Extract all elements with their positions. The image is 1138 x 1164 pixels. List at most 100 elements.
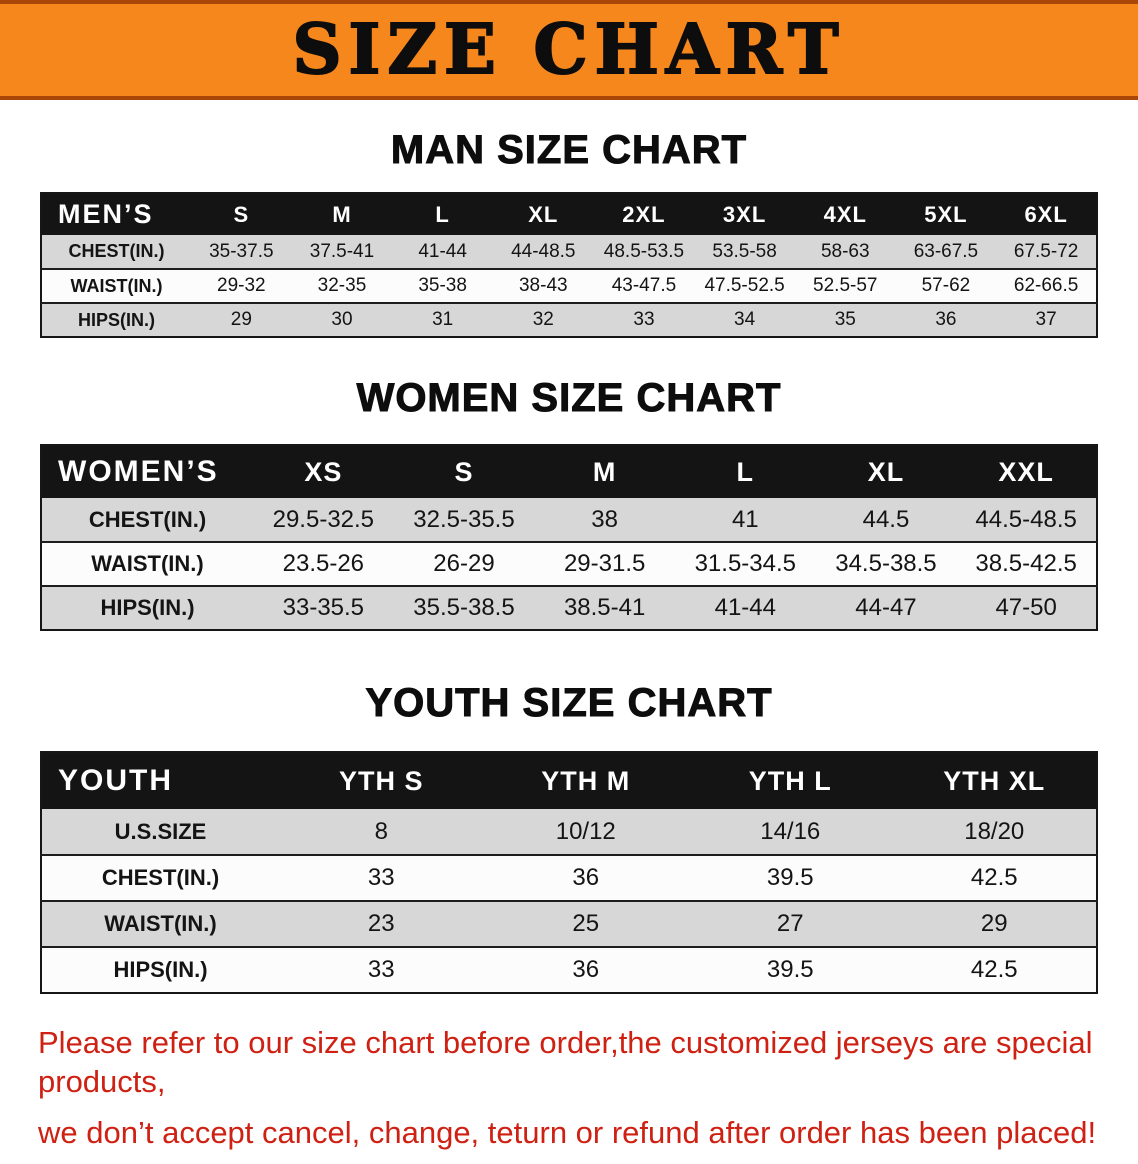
table-row: HIPS(IN.) 33-35.5 35.5-38.5 38.5-41 41-44 44-… [41, 586, 1097, 630]
size-column-header: M [592, 456, 617, 487]
size-column-header: YTH XL [943, 765, 1046, 796]
size-value-cell: 34.5-38.5 [835, 550, 937, 577]
row-label: HIPS(IN.) [77, 309, 155, 330]
size-value-cell: 43-47.5 [611, 275, 677, 296]
youth-size-table: YOUTH YTH S YTH M YTH L YTH XL U.S.SIZE 8 10/12… [40, 751, 1098, 994]
size-value-cell: 38-43 [518, 275, 568, 296]
size-value-cell: 29-31.5 [563, 550, 646, 577]
table-row: WAIST(IN.) 29-32 32-35 35-38 38-43 43-47.5 47.… [41, 269, 1097, 303]
size-value-cell: 35 [834, 309, 856, 330]
table-row: U.S.SIZE 8 10/12 14/16 18/20 [41, 809, 1097, 855]
page-title: SIZE CHART [291, 10, 846, 90]
size-value-cell: 48.5-53.5 [603, 240, 685, 262]
disclaimer-line-2: we don’t accept cancel, change, teturn o… [38, 1114, 1097, 1150]
size-value-cell: 29-32 [217, 275, 266, 296]
size-value-cell: 32-35 [317, 275, 367, 296]
size-column-header: L [736, 456, 755, 487]
size-value-cell: 29 [980, 910, 1008, 937]
size-value-cell: 35.5-38.5 [413, 594, 515, 621]
size-column-header: 2XL [622, 201, 666, 227]
table-row: HIPS(IN.) 29 30 31 32 33 34 35 36 37 [41, 303, 1097, 337]
table-row: WAIST(IN.) 23 25 27 29 [41, 901, 1097, 947]
women-size-table: WOMEN’S XS S M L XL XXL CHEST(IN.) 29.5-32.5 32.5… [40, 444, 1098, 631]
size-column-header: 4XL [823, 201, 867, 227]
size-value-cell: 34 [734, 309, 756, 330]
size-value-cell: 32 [532, 309, 554, 330]
size-value-cell: 23.5-26 [282, 550, 365, 577]
size-value-cell: 25 [572, 910, 600, 937]
table-row: HIPS(IN.) 33 36 39.5 42.5 [41, 947, 1097, 993]
size-value-cell: 29 [230, 309, 252, 330]
size-value-cell: 26-29 [433, 550, 495, 577]
size-column-header: YTH M [541, 765, 631, 796]
size-value-cell: 53.5-58 [712, 240, 777, 262]
size-value-cell: 29.5-32.5 [272, 505, 375, 533]
row-label: WAIST(IN.) [104, 911, 217, 936]
size-value-cell: 33 [633, 309, 655, 330]
size-value-cell: 44-48.5 [511, 240, 576, 262]
size-column-header: XS [304, 456, 343, 487]
size-value-cell: 31.5-34.5 [694, 550, 796, 577]
table-header-row: YOUTH YTH S YTH M YTH L YTH XL [41, 752, 1097, 809]
men-size-table: MEN’S S M L XL 2XL 3XL 4XL 5XL 6XL CHEST(IN.) 35-37… [40, 192, 1098, 338]
size-value-cell: 38.5-41 [563, 594, 646, 621]
size-column-header: 5XL [924, 201, 968, 227]
size-value-cell: 62-66.5 [1013, 275, 1079, 296]
table-row: CHEST(IN.) 33 36 39.5 42.5 [41, 855, 1097, 901]
size-column-header: S [233, 201, 250, 227]
size-value-cell: 35-38 [418, 275, 467, 296]
size-value-cell: 42.5 [970, 864, 1018, 891]
men-section-heading: MAN SIZE CHART [390, 128, 748, 172]
size-value-cell: 31 [432, 309, 454, 330]
row-label: WAIST(IN.) [91, 551, 204, 576]
size-value-cell: 32.5-35.5 [413, 505, 515, 533]
size-value-cell: 36 [935, 309, 957, 330]
row-label: WAIST(IN.) [70, 275, 163, 296]
size-value-cell: 67.5-72 [1013, 240, 1079, 262]
size-value-cell: 39.5 [766, 956, 814, 983]
size-value-cell: 47-50 [995, 594, 1057, 621]
section-women: WOMEN SIZE CHART WOMEN’S XS S M L XL XXL CHEST(… [0, 378, 1138, 631]
table-header-row: MEN’S S M L XL 2XL 3XL 4XL 5XL 6XL [41, 193, 1097, 235]
size-value-cell: 33-35.5 [282, 594, 365, 621]
size-column-header: XL [528, 201, 559, 227]
size-value-cell: 58-63 [820, 240, 870, 262]
row-label: CHEST(IN.) [68, 241, 165, 261]
size-value-cell: 18/20 [964, 817, 1025, 845]
size-value-cell: 23 [367, 910, 395, 937]
size-column-header: XL [867, 456, 905, 487]
size-value-cell: 42.5 [970, 956, 1018, 983]
size-value-cell: 8 [374, 817, 388, 845]
size-value-cell: 35-37.5 [209, 240, 274, 262]
table-row: WAIST(IN.) 23.5-26 26-29 29-31.5 31.5-34.5 34… [41, 542, 1097, 586]
size-value-cell: 37 [1035, 309, 1057, 330]
size-value-cell: 52.5-57 [813, 275, 878, 296]
size-value-cell: 30 [331, 309, 353, 330]
size-value-cell: 44.5 [862, 505, 910, 533]
women-section-heading: WOMEN SIZE CHART [356, 376, 782, 420]
size-value-cell: 27 [776, 910, 804, 937]
size-value-cell: 38.5-42.5 [975, 550, 1077, 577]
row-label: HIPS(IN.) [113, 957, 208, 982]
size-value-cell: 37.5-41 [309, 240, 375, 262]
size-column-header: L [435, 201, 450, 227]
size-value-cell: 10/12 [555, 817, 616, 845]
banner: SIZE CHART [0, 0, 1138, 100]
size-column-header: M [332, 201, 352, 227]
size-column-header: S [454, 456, 474, 487]
section-youth: YOUTH SIZE CHART YOUTH YTH S YTH M YTH L YTH… [0, 683, 1138, 994]
size-value-cell: 57-62 [921, 275, 971, 296]
size-value-cell: 33 [367, 864, 395, 891]
size-value-cell: 36 [572, 864, 600, 891]
disclaimer: Please refer to our size chart before or… [38, 1024, 1100, 1152]
size-value-cell: 47.5-52.5 [704, 275, 785, 296]
disclaimer-line-1: Please refer to our size chart before or… [38, 1025, 1093, 1099]
row-label: U.S.SIZE [114, 818, 207, 844]
size-value-cell: 44.5-48.5 [975, 505, 1077, 533]
size-value-cell: 41-44 [418, 240, 467, 262]
size-value-cell: 38 [591, 505, 618, 533]
table-title: YOUTH [58, 764, 173, 797]
size-value-cell: 33 [367, 956, 395, 983]
size-value-cell: 41 [731, 505, 759, 533]
